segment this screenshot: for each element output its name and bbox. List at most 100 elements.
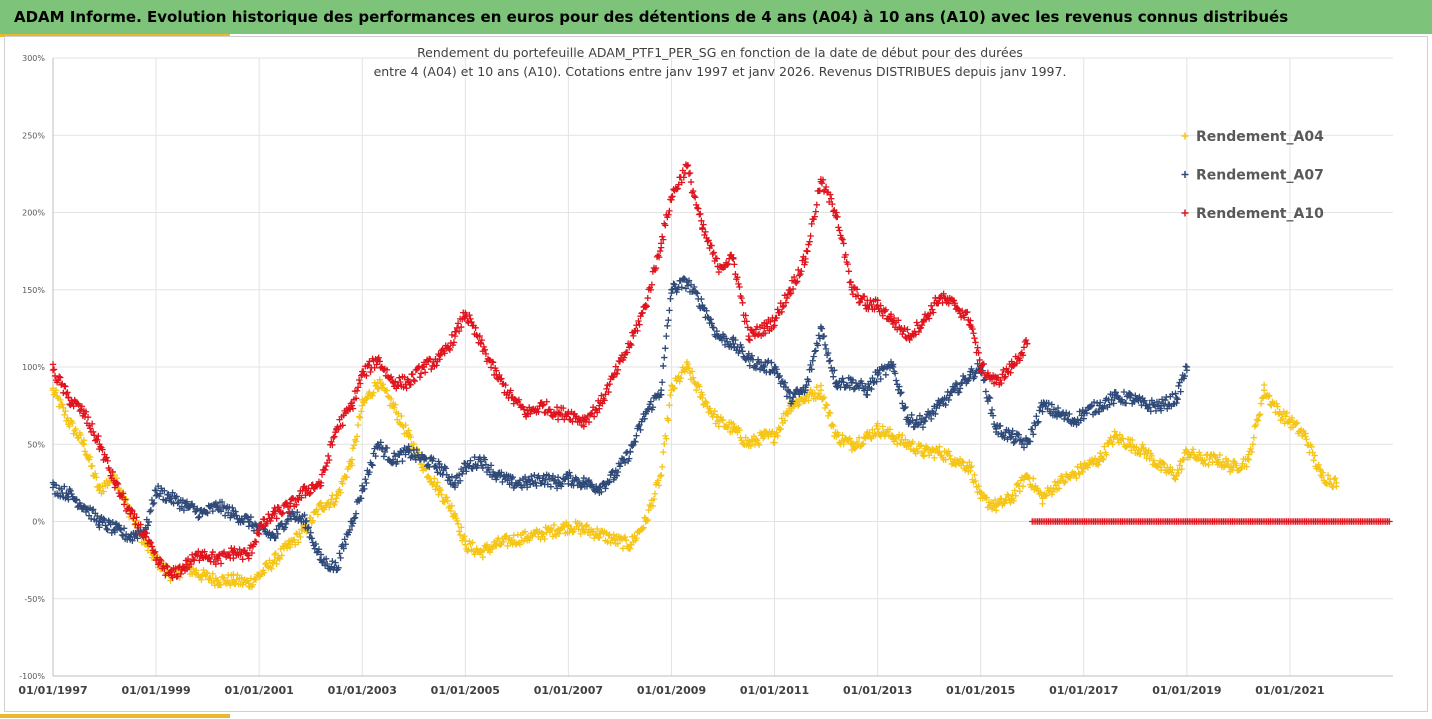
- data-point: [687, 178, 695, 186]
- data-point: [760, 434, 767, 442]
- data-point: [585, 477, 593, 484]
- data-point: [580, 474, 588, 482]
- data-point: [392, 401, 399, 408]
- data-point: [381, 448, 389, 456]
- data-point: [1237, 465, 1244, 473]
- top-accent-bar: [0, 34, 230, 37]
- data-point: [755, 441, 763, 449]
- data-point: [736, 283, 743, 291]
- data-point: [526, 476, 533, 483]
- data-point: [819, 333, 827, 340]
- data-point: [788, 398, 796, 405]
- data-point: [297, 533, 304, 541]
- data-point: [847, 278, 855, 286]
- data-point: [325, 452, 332, 460]
- data-point: [1055, 485, 1063, 492]
- data-point: [169, 489, 176, 496]
- data-point: [566, 469, 573, 476]
- data-point: [633, 534, 640, 542]
- data-point: [471, 551, 478, 558]
- data-point: [882, 371, 890, 379]
- data-point: [1247, 445, 1254, 453]
- data-point: [469, 539, 476, 546]
- data-point: [57, 493, 64, 500]
- data-point: [700, 304, 707, 311]
- data-point: [660, 448, 667, 456]
- data-point: [450, 511, 458, 519]
- data-point: [598, 488, 605, 496]
- data-point: [1219, 458, 1227, 466]
- data-point: [276, 555, 283, 563]
- y-tick-label: 250%: [22, 131, 45, 140]
- data-point: [145, 518, 153, 526]
- data-point: [316, 500, 324, 507]
- data-point: [1293, 419, 1301, 426]
- data-point: [768, 359, 775, 366]
- y-tick-label: 300%: [22, 54, 45, 63]
- data-point: [1308, 443, 1315, 450]
- data-point: [480, 343, 488, 351]
- data-point: [1253, 416, 1261, 423]
- data-point: [712, 420, 719, 427]
- data-point: [1330, 483, 1337, 491]
- data-point: [867, 434, 874, 441]
- data-point: [1176, 462, 1183, 469]
- data-point: [516, 477, 524, 484]
- data-point: [666, 307, 673, 314]
- data-point: [1066, 410, 1073, 418]
- data-point: [610, 531, 617, 539]
- data-point: [738, 437, 745, 444]
- data-point: [1310, 457, 1317, 464]
- data-point: [614, 468, 622, 476]
- data-point: [848, 441, 856, 448]
- data-point: [1073, 474, 1080, 482]
- data-point: [1302, 430, 1309, 437]
- data-point: [270, 559, 277, 566]
- data-point: [662, 432, 669, 440]
- data-point: [82, 451, 90, 458]
- data-point: [375, 354, 382, 361]
- data-point: [252, 576, 260, 583]
- data-point: [1024, 473, 1032, 481]
- data-point: [362, 476, 369, 483]
- data-point: [1260, 381, 1268, 389]
- data-point: [827, 357, 834, 364]
- data-point: [810, 353, 817, 360]
- data-point: [305, 524, 312, 531]
- x-tick-label: 01/01/2001: [225, 684, 294, 697]
- data-point: [637, 426, 644, 434]
- data-point: [781, 379, 789, 386]
- data-point: [1035, 418, 1042, 425]
- data-point: [479, 553, 487, 561]
- data-point: [666, 401, 673, 409]
- data-point: [174, 499, 181, 507]
- data-point: [387, 395, 395, 403]
- data-point: [820, 394, 828, 401]
- data-point: [1233, 462, 1240, 469]
- data-point: [729, 428, 736, 435]
- data-point: [369, 462, 376, 469]
- data-point: [446, 477, 454, 484]
- data-point: [405, 443, 412, 450]
- data-point: [180, 507, 188, 514]
- data-point: [707, 316, 714, 323]
- data-point: [775, 374, 782, 381]
- data-point: [1182, 363, 1190, 370]
- data-point: [72, 497, 79, 504]
- data-point: [970, 330, 977, 337]
- data-point: [291, 536, 298, 544]
- data-point: [69, 419, 76, 427]
- data-point: [1039, 500, 1046, 507]
- data-point: [845, 436, 852, 443]
- data-point: [1080, 465, 1087, 473]
- data-point: [738, 344, 745, 351]
- data-point: [581, 528, 589, 536]
- data-point: [626, 455, 633, 462]
- data-point: [746, 336, 753, 344]
- data-point: [247, 575, 255, 582]
- data-point: [102, 522, 109, 529]
- data-point: [613, 472, 621, 479]
- series-rendement-a07: [49, 275, 1191, 574]
- data-point: [57, 396, 64, 404]
- data-point: [438, 491, 445, 498]
